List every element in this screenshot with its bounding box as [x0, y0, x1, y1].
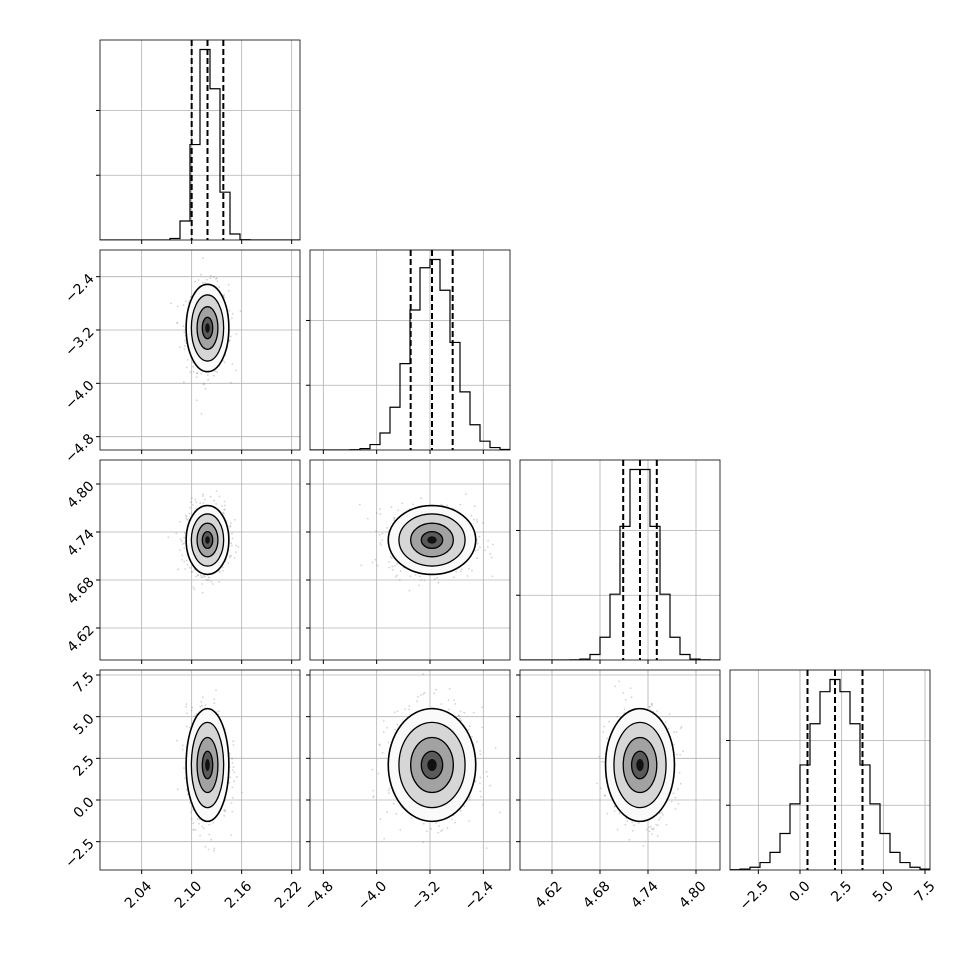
density-contour	[205, 536, 210, 544]
tick-label-x: 2.22	[272, 878, 305, 911]
tick-label-y: 4.80	[64, 478, 97, 511]
tick-label-x: −3.2	[408, 878, 443, 913]
panel-p1-p0: −4.8 −4.0 −3.2 −2.4	[62, 249, 301, 466]
panel-p0-p0	[96, 39, 301, 244]
panel-p3-p1: −4.8 −4.0 −3.2 −2.4	[302, 669, 511, 914]
tick-label-x: 5.0	[870, 878, 897, 905]
panel-frame	[309, 459, 511, 661]
panel-frame	[309, 249, 511, 451]
panel-p2-p1	[306, 459, 511, 664]
density-contour	[427, 758, 437, 772]
panel-p2-p0: 4.62 4.68 4.74 4.80	[64, 459, 301, 664]
panel-p3-p0: 2.04 2.10 2.16 2.22 −2.5 0.0 2.5 5.0 7.5	[62, 669, 305, 911]
density-contour	[205, 758, 210, 772]
panel-frame	[519, 669, 721, 871]
panel-frame	[99, 459, 301, 661]
panel-p1-p1	[306, 249, 511, 454]
tick-label-x: 4.68	[580, 878, 613, 911]
tick-label-y: −4.0	[62, 378, 97, 413]
density-contour	[427, 536, 437, 544]
tick-label-y: 4.68	[64, 574, 97, 607]
histogram-p0	[100, 48, 300, 240]
histogram-p2	[520, 468, 720, 660]
panel-frame	[99, 669, 301, 871]
tick-label-x: 2.10	[172, 878, 205, 911]
tick-label-x: −4.0	[355, 878, 390, 913]
histogram-p3	[730, 678, 930, 870]
tick-label-x: 2.16	[222, 878, 255, 911]
tick-label-x: 4.80	[676, 878, 709, 911]
panel-frame	[99, 249, 301, 451]
panel-frame	[729, 669, 931, 871]
panel-p3-p2: 4.62 4.68 4.74 4.80	[516, 669, 721, 912]
tick-label-x: 2.04	[122, 878, 155, 911]
tick-label-y: −2.4	[62, 271, 97, 306]
density-contour	[636, 758, 644, 772]
tick-label-y: −4.8	[62, 431, 97, 466]
tick-label-y: 7.5	[71, 669, 98, 696]
panel-p3-p3: −2.5 0.0 2.5 5.0 7.5	[726, 669, 939, 914]
tick-label-x: −4.8	[302, 878, 337, 913]
density-contour	[205, 323, 210, 333]
tick-label-x: 2.5	[828, 878, 855, 905]
tick-label-x: 4.62	[532, 878, 565, 911]
panel-p2-p2	[516, 459, 721, 664]
tick-label-x: 4.74	[628, 878, 661, 911]
tick-label-x: 0.0	[787, 878, 814, 905]
tick-label-y: −3.2	[62, 324, 97, 359]
panel-frame	[519, 459, 721, 661]
tick-label-y: 4.74	[64, 526, 97, 559]
tick-label-y: 2.5	[71, 753, 98, 780]
tick-label-y: 5.0	[71, 711, 98, 738]
tick-label-y: −2.5	[62, 836, 97, 871]
panel-frame	[309, 669, 511, 871]
tick-label-y: 4.62	[64, 622, 97, 655]
panel-frame	[99, 39, 301, 241]
tick-label-y: 0.0	[71, 794, 98, 821]
tick-label-x: 7.5	[912, 878, 939, 905]
tick-label-x: −2.5	[737, 878, 772, 913]
tick-label-x: −2.4	[462, 878, 497, 913]
